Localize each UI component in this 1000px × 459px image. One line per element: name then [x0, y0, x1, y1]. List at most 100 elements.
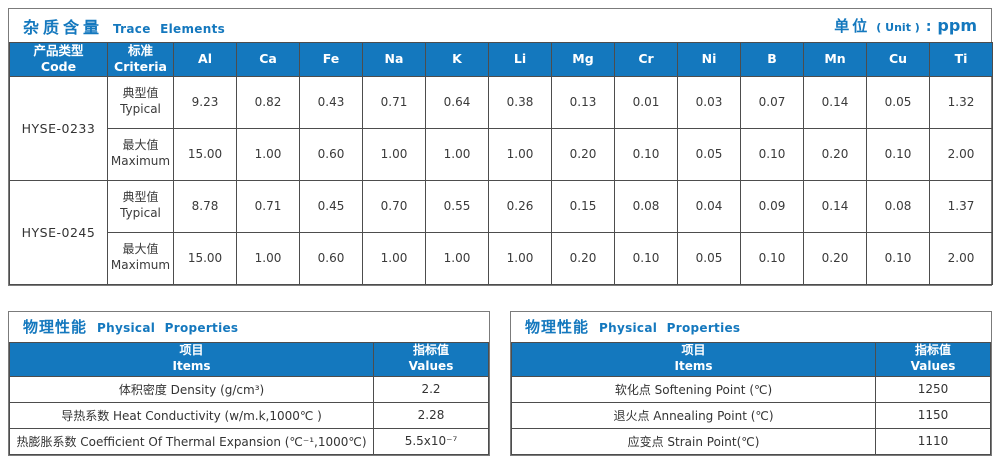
product-code-cell: HYSE-0245: [9, 179, 108, 285]
phys-left-title-en: Physical Properties: [97, 321, 239, 335]
value-cell: 0.10: [614, 127, 678, 181]
value-cell: 0.01: [614, 75, 678, 129]
value-cell: 0.71: [362, 75, 426, 129]
criteria-en: Maximum: [110, 154, 171, 168]
value-cell: 0.14: [803, 75, 867, 129]
physical-right-title: 物理性能 Physical Properties: [525, 316, 740, 337]
physical-properties-left-section: 物理性能 Physical Properties 项目 Items 指标值 Va…: [8, 310, 490, 456]
col-header-element-ca: Ca: [236, 42, 300, 77]
value-cell: 1.00: [488, 127, 552, 181]
col-header-items-en: Items: [674, 359, 713, 373]
value-cell: 1.37: [929, 179, 993, 233]
value-cell: 1.00: [236, 231, 300, 285]
criteria-cell: 典型值 Typical: [107, 179, 174, 233]
table-row-annealing-point: 退火点 Annealing Point (℃) 1150: [510, 401, 991, 429]
value-cell: 0.07: [740, 75, 804, 129]
value-cell: 15.00: [173, 231, 237, 285]
value-cell: 2.00: [929, 127, 993, 181]
value-cell: 1.00: [236, 127, 300, 181]
col-header-element-mg: Mg: [551, 42, 615, 77]
value-cell: 9.23: [173, 75, 237, 129]
unit-colon: :: [925, 19, 932, 35]
phys-left-title-zh: 物理性能: [23, 318, 88, 336]
col-header-element-fe: Fe: [299, 42, 363, 77]
value-cell: 1.00: [488, 231, 552, 285]
value-cell: 8.78: [173, 179, 237, 233]
col-header-element-cu: Cu: [866, 42, 930, 77]
col-header-values-en: Values: [408, 359, 454, 373]
trace-elements-title-bar: 杂质含量 Trace Elements 单位 ( Unit ) : ppm: [9, 9, 991, 42]
unit-zh: 单位: [834, 17, 871, 35]
value-cell: 0.03: [677, 75, 741, 129]
criteria-en: Maximum: [110, 258, 171, 272]
col-header-element-cr: Cr: [614, 42, 678, 77]
value-cell: 0.14: [803, 179, 867, 233]
col-header-criteria-zh: 标准: [127, 43, 153, 58]
col-header-product-en: Code: [40, 59, 77, 75]
col-header-product-zh: 产品类型: [33, 43, 84, 58]
value-cell: 2.28: [373, 401, 489, 429]
table-row-heat-conductivity: 导热系数 Heat Conductivity (w/m.k,1000℃ ) 2.…: [8, 401, 489, 429]
col-header-items-zh: 项目: [179, 343, 204, 358]
value-cell: 0.05: [677, 231, 741, 285]
physical-right-title-bar: 物理性能 Physical Properties: [511, 311, 991, 342]
value-cell: 2.2: [373, 375, 489, 403]
physical-left-title: 物理性能 Physical Properties: [23, 316, 238, 337]
unit-label: 单位 ( Unit ) : ppm: [834, 15, 977, 36]
col-header-values-zh: 指标值: [915, 343, 952, 358]
criteria-en: Typical: [120, 102, 161, 116]
item-cell: 应变点 Strain Point(℃): [510, 427, 877, 455]
value-cell: 0.70: [362, 179, 426, 233]
criteria-cell: 最大值 Maximum: [107, 231, 174, 285]
trace-elements-table: 产品类型 Code 标准 Criteria Al Ca Fe Na K Li M…: [9, 42, 993, 285]
table-row-hyse0245-maximum: 最大值 Maximum 15.00 1.00 0.60 1.00 1.00 1.…: [10, 231, 993, 285]
table-row-softening-point: 软化点 Softening Point (℃) 1250: [510, 375, 991, 403]
trace-header-row: 产品类型 Code 标准 Criteria Al Ca Fe Na K Li M…: [9, 42, 993, 77]
value-cell: 1.00: [425, 231, 489, 285]
criteria-cell: 典型值 Typical: [107, 75, 174, 129]
table-row-hyse0245-typical: HYSE-0245 典型值 Typical 8.78 0.71 0.45 0.7…: [9, 179, 993, 285]
trace-elements-section: 杂质含量 Trace Elements 单位 ( Unit ) : ppm 产品…: [8, 8, 993, 286]
col-header-values-en: Values: [910, 359, 956, 373]
value-cell: 0.20: [803, 127, 867, 181]
physical-properties-right-section: 物理性能 Physical Properties 项目 Items 指标值 Va…: [510, 310, 992, 456]
value-cell: 0.10: [866, 231, 930, 285]
physical-properties-row: 物理性能 Physical Properties 项目 Items 指标值 Va…: [8, 310, 992, 456]
table-row-hyse0233-maximum: 最大值 Maximum 15.00 1.00 0.60 1.00 1.00 1.…: [10, 127, 993, 181]
unit-value: ppm: [937, 16, 977, 35]
value-cell: 5.5x10⁻⁷: [373, 427, 489, 455]
value-cell: 1.00: [362, 127, 426, 181]
unit-en: ( Unit ): [876, 21, 920, 34]
value-cell: 0.15: [551, 179, 615, 233]
value-cell: 1150: [875, 401, 991, 429]
col-header-values: 指标值 Values: [373, 341, 489, 377]
product-code-cell: HYSE-0233: [9, 75, 108, 181]
value-cell: 0.20: [803, 231, 867, 285]
value-cell: 0.60: [299, 127, 363, 181]
value-cell: 0.05: [866, 75, 930, 129]
table-row-thermal-expansion: 热膨胀系数 Coefficient Of Thermal Expansion (…: [8, 427, 489, 455]
value-cell: 15.00: [173, 127, 237, 181]
value-cell: 1250: [875, 375, 991, 403]
col-header-element-b: B: [740, 42, 804, 77]
value-cell: 0.10: [614, 231, 678, 285]
value-cell: 0.05: [677, 127, 741, 181]
col-header-element-na: Na: [362, 42, 426, 77]
trace-title-zh: 杂质含量: [23, 17, 104, 37]
value-cell: 0.64: [425, 75, 489, 129]
value-cell: 1.32: [929, 75, 993, 129]
value-cell: 1.00: [362, 231, 426, 285]
value-cell: 0.60: [299, 231, 363, 285]
col-header-product-code: 产品类型 Code: [9, 42, 108, 77]
value-cell: 0.08: [614, 179, 678, 233]
criteria-cell: 最大值 Maximum: [107, 127, 174, 181]
col-header-items: 项目 Items: [8, 341, 375, 377]
physical-left-table: 项目 Items 指标值 Values 体积密度 Density (g/cm³)…: [8, 341, 489, 455]
col-header-element-li: Li: [488, 42, 552, 77]
physical-left-header-row: 项目 Items 指标值 Values: [8, 341, 489, 377]
value-cell: 0.13: [551, 75, 615, 129]
trace-elements-title: 杂质含量 Trace Elements: [23, 14, 225, 38]
value-cell: 0.82: [236, 75, 300, 129]
col-header-criteria-en: Criteria: [114, 59, 167, 75]
value-cell: 0.08: [866, 179, 930, 233]
